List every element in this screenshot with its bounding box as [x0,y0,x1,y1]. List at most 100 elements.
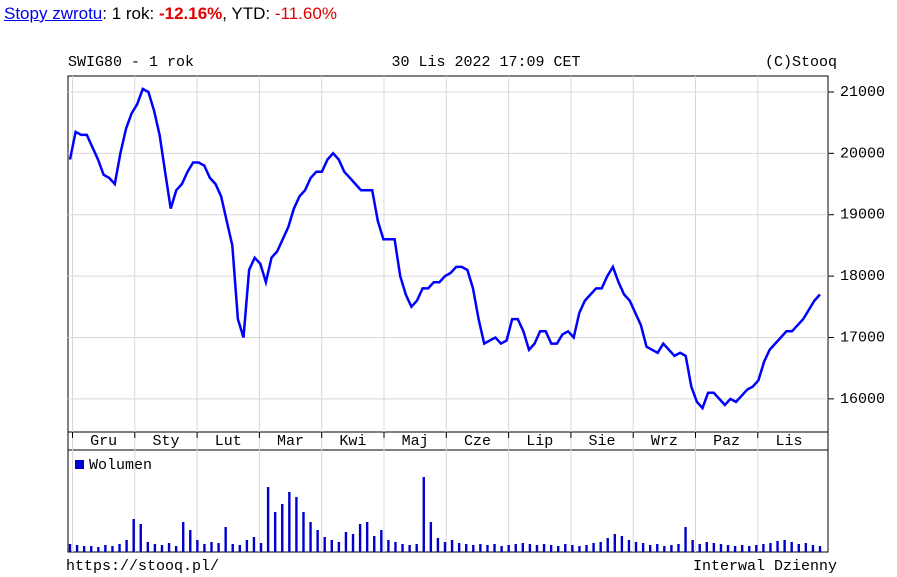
volume-bar [90,546,93,552]
volume-bar [436,538,440,552]
volume-bar [160,545,164,552]
volume-bar [281,504,284,552]
volume-bar [217,543,220,552]
volume-bar [769,543,772,552]
volume-bar [627,540,631,552]
volume-bar [182,522,185,552]
volume-bar [691,540,694,552]
title: SWIG80 - 1 rok [68,54,194,71]
volume-bar [733,546,737,552]
label: , YTD: [222,4,275,23]
volume-bar [465,544,468,552]
volume-bar [557,546,560,552]
volume-bar [380,530,383,552]
volume-bar [174,546,178,552]
x-tick-label: Kwi [339,433,366,450]
volume-bar [224,527,227,552]
volume-bar [450,540,454,552]
volume-bar [585,545,588,552]
volume-bar [811,545,815,552]
volume-bar [684,527,687,552]
volume-bar [288,492,291,552]
volume-bar [97,547,100,552]
volume-bar [316,530,319,552]
volume-bar [486,545,489,552]
volume-bar [273,512,277,552]
volume-bar [762,544,765,552]
volume-bar [726,545,730,552]
x-tick-label: Gru [90,433,117,450]
x-tick-label: Maj [402,433,429,450]
volume-bar [514,544,517,552]
price-line [68,87,821,411]
x-tick-label: Sty [152,433,179,450]
volume-bar [365,522,369,552]
volume-bar [266,487,270,552]
return: -11.60% [274,4,337,23]
x-tick-label: Lip [526,433,553,450]
volume-bar [712,543,716,552]
volume-bar [564,544,567,552]
volume-bar [592,543,595,552]
volume-bar [344,532,348,552]
volume-bar [68,544,72,552]
volume-bar [599,542,602,552]
volume-bar [677,544,680,552]
x-tick-label: Lut [215,433,242,450]
x-tick-label: Sie [589,433,616,450]
volume-bar [210,542,213,552]
volume-bar [479,544,482,552]
volume-bar [139,524,142,552]
volume-bar [82,546,86,552]
y-tick-label: 19000 [840,207,885,224]
volume-bar [167,543,171,552]
volume-bar [776,541,779,552]
volume-bar [493,544,496,552]
volume-bar [337,542,341,552]
volume-bar [507,545,510,552]
volume-bar [238,545,242,552]
header: Stopy zwrotu: 1 rok: -12.16%, YTD: -11.6… [4,4,337,24]
volume-bar [203,544,206,552]
volume-bar [295,497,298,552]
volume-bar [542,544,546,552]
link[interactable]: Stopy zwrotu [4,4,103,23]
volume-bar [196,540,199,552]
volume-bar [549,545,553,552]
volume-bar [528,544,532,552]
frame [67,75,829,553]
volume-bar [125,540,128,552]
y-tick-label: 20000 [840,145,885,162]
volume-bar [790,542,793,552]
volume-bar [252,537,256,552]
volume-bar [648,545,652,552]
legend: Wolumen [89,457,152,474]
volume-bar [358,524,362,552]
volume-bar [472,545,475,552]
volume-bar [309,522,312,552]
volume-bar [620,536,624,552]
volume-bar [606,538,609,552]
volume-bar [231,544,234,552]
volume-bar [104,545,107,552]
volume-bar [75,545,79,552]
x-tick-label: Mar [277,433,304,450]
x-tick-label: Paz [713,433,740,450]
y-tick-label: 21000 [840,84,885,101]
volume-bar [719,544,723,552]
volume-bar [429,522,433,552]
volume-bar [656,544,659,552]
volume-bar [351,534,355,552]
url: https://stooq.pl/ [66,558,219,575]
volume-bar [330,540,333,552]
volume-bar [189,530,192,552]
volume-bar [748,546,751,552]
volume-bar [401,544,404,552]
volume-bar [698,544,701,552]
volume-bar [818,546,822,552]
interval: Interwal Dzienny [693,558,837,575]
return: -12.16% [158,4,223,23]
volume-bar [755,545,758,552]
volume-bar [804,543,808,552]
